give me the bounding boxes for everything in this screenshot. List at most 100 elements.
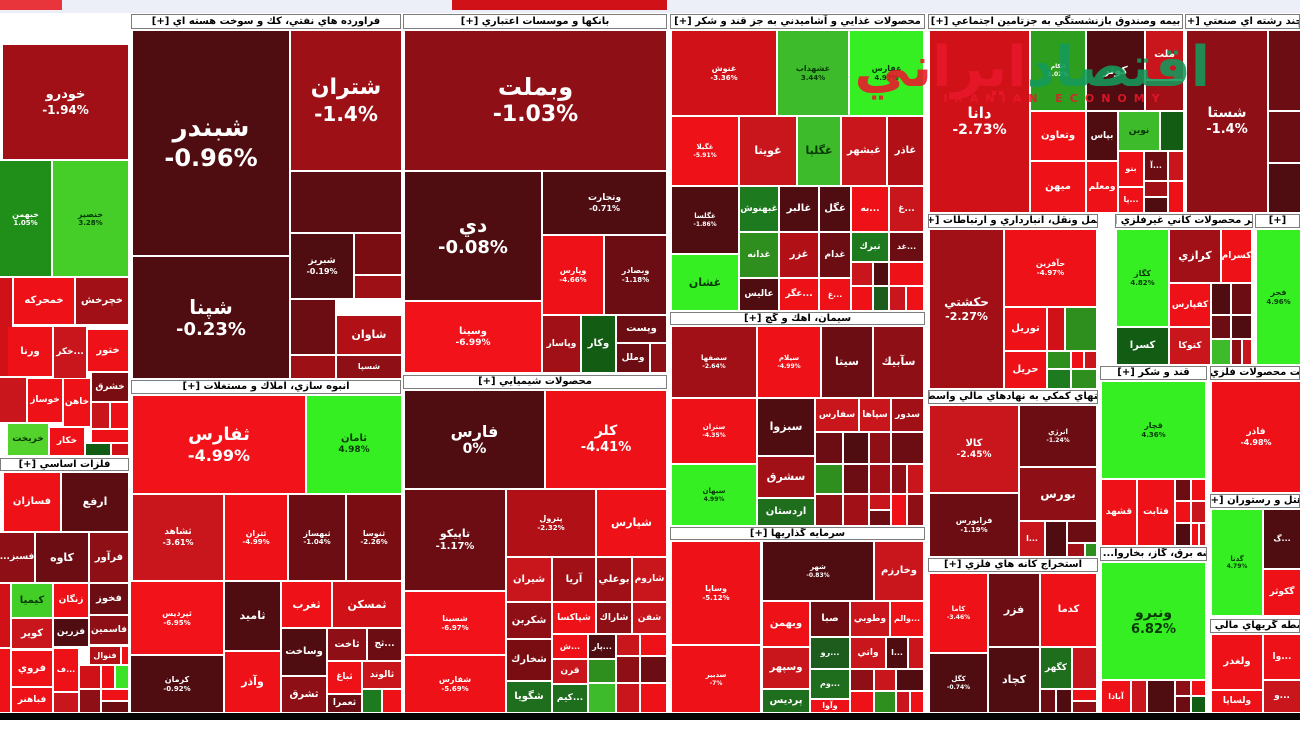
treemap-tile[interactable]: گكوثر — [1264, 570, 1300, 615]
treemap-tile-unlabeled[interactable] — [1073, 690, 1096, 700]
treemap-tile[interactable]: خچرخش — [76, 278, 128, 324]
treemap-tile-unlabeled[interactable] — [909, 638, 923, 668]
treemap-tile[interactable]: پرديس — [763, 690, 809, 712]
treemap-tile[interactable]: وآذر — [225, 652, 280, 712]
sector-header-mining[interactable]: استخراج كانه هاي فلزي [+] — [928, 558, 1098, 572]
treemap-tile[interactable]: ...غ — [890, 187, 923, 231]
treemap-tile[interactable]: گدنا 4.79% — [1212, 510, 1262, 615]
treemap-tile-unlabeled[interactable] — [116, 666, 128, 688]
treemap-tile-unlabeled[interactable] — [907, 287, 923, 310]
treemap-tile[interactable]: انرژي -1.24% — [1020, 406, 1096, 466]
sector-header-fin-aux[interactable]: فعاليتهاي كمكي به نهادهاي مالي واسط [+] — [928, 390, 1098, 404]
treemap-tile[interactable]: ولغدر — [1212, 635, 1262, 689]
treemap-tile[interactable]: ثپرديس -6.95% — [131, 582, 223, 654]
treemap-tile[interactable]: فارس 0% — [405, 391, 544, 488]
treemap-tile-unlabeled[interactable] — [908, 465, 923, 493]
treemap-tile-unlabeled[interactable] — [1057, 690, 1071, 712]
treemap-tile[interactable]: پترول -2.32% — [507, 490, 595, 556]
treemap-tile[interactable]: خشرق — [92, 373, 128, 401]
treemap-tile[interactable]: ...غ — [820, 279, 850, 310]
treemap-tile[interactable]: عاليس — [740, 279, 778, 310]
treemap-tile-unlabeled[interactable] — [1192, 480, 1205, 500]
treemap-tile[interactable]: شستا -1.4% — [1187, 31, 1267, 212]
treemap-tile[interactable]: ...پار — [589, 635, 615, 658]
treemap-tile[interactable]: بپاس — [1087, 112, 1117, 160]
treemap-tile-unlabeled[interactable] — [0, 649, 10, 712]
treemap-tile[interactable]: سدور — [892, 399, 923, 431]
treemap-tile-unlabeled[interactable] — [1169, 182, 1183, 212]
treemap-tile-unlabeled[interactable] — [852, 263, 872, 285]
treemap-tile[interactable]: قچار 4.36% — [1102, 382, 1205, 478]
treemap-tile[interactable]: شپنا -0.23% — [133, 257, 289, 378]
treemap-tile[interactable]: شكربن — [507, 603, 551, 638]
treemap-tile-unlabeled[interactable] — [355, 234, 401, 274]
treemap-tile[interactable]: شاوان — [337, 316, 401, 354]
treemap-tile-unlabeled[interactable] — [874, 263, 888, 285]
treemap-tile-unlabeled[interactable] — [875, 670, 895, 690]
treemap-tile[interactable]: وبملت -1.03% — [405, 31, 666, 170]
sector-header-chemicals[interactable]: محصولات شيميايي [+] — [403, 375, 667, 389]
treemap-tile-unlabeled[interactable] — [112, 444, 128, 455]
treemap-tile[interactable]: ولساپا — [1212, 691, 1262, 712]
treemap-tile[interactable]: كتوكا — [1170, 328, 1210, 364]
treemap-tile[interactable]: ...وم — [811, 670, 849, 698]
treemap-tile[interactable]: سدبير -7% — [672, 646, 760, 712]
treemap-tile-unlabeled[interactable] — [844, 495, 868, 525]
treemap-tile[interactable]: سشرق — [758, 457, 814, 497]
treemap-tile-unlabeled[interactable] — [890, 263, 923, 285]
treemap-tile-unlabeled[interactable] — [897, 692, 909, 712]
treemap-tile[interactable]: ...آ — [1145, 152, 1167, 180]
treemap-tile-unlabeled[interactable] — [1161, 112, 1183, 150]
treemap-tile-unlabeled[interactable] — [641, 684, 666, 712]
treemap-tile[interactable]: وساپا -5.12% — [672, 542, 760, 644]
treemap-tile-unlabeled[interactable] — [1085, 352, 1096, 368]
treemap-tile[interactable]: خبهمن 1.05% — [0, 161, 51, 276]
treemap-tile[interactable]: ثشاهد -3.61% — [133, 495, 223, 580]
treemap-tile[interactable]: كلر -4.41% — [546, 391, 666, 488]
treemap-tile[interactable]: غشان — [672, 255, 738, 310]
treemap-tile-unlabeled[interactable] — [1046, 522, 1066, 556]
sector-header-cement[interactable]: سيمان، آهك و گچ [+] — [670, 312, 925, 325]
treemap-tile[interactable]: ...غد — [890, 233, 923, 261]
treemap-tile-unlabeled[interactable] — [1212, 340, 1230, 364]
treemap-tile[interactable]: شيران — [507, 558, 551, 601]
treemap-tile[interactable]: حآفرين -4.97% — [1005, 230, 1096, 306]
treemap-tile-unlabeled[interactable] — [1232, 316, 1251, 338]
sector-header-electricity[interactable]: عرضه برق، گاز، بخاروآ... [+] — [1100, 547, 1207, 561]
treemap-tile-unlabeled[interactable] — [1068, 522, 1096, 542]
treemap-tile-unlabeled[interactable] — [80, 690, 100, 712]
treemap-tile-unlabeled[interactable] — [1243, 340, 1251, 364]
treemap-tile[interactable]: غدانه — [740, 233, 778, 277]
treemap-tile[interactable]: ثباغ — [328, 662, 361, 693]
treemap-tile-unlabeled[interactable] — [80, 666, 100, 688]
treemap-tile-unlabeled[interactable] — [1200, 524, 1205, 545]
sector-header-sugar[interactable]: قند و شكر [+] — [1100, 366, 1207, 380]
treemap-tile-unlabeled[interactable] — [1176, 480, 1190, 500]
treemap-tile[interactable]: ثبهساز -1.04% — [289, 495, 345, 580]
treemap-tile[interactable]: ...والم — [891, 602, 923, 636]
treemap-tile-unlabeled[interactable] — [641, 657, 666, 682]
treemap-tile-unlabeled[interactable] — [1269, 112, 1300, 162]
treemap-tile-unlabeled[interactable] — [0, 584, 10, 647]
treemap-tile-unlabeled[interactable] — [870, 433, 890, 463]
treemap-tile-unlabeled[interactable] — [291, 300, 335, 354]
treemap-tile[interactable]: غاذر — [888, 117, 923, 185]
treemap-tile[interactable]: ...خكر — [54, 327, 86, 378]
sector-header-transport[interactable]: حمل ونقل، انبارداري و ارتباطات [+] — [928, 214, 1098, 228]
treemap-tile[interactable]: تبرك — [852, 233, 888, 261]
treemap-tile[interactable]: شبريز -0.19% — [291, 234, 353, 298]
treemap-tile-unlabeled[interactable] — [589, 660, 615, 682]
treemap-tile[interactable]: توريل — [1005, 308, 1046, 350]
treemap-tile-unlabeled[interactable] — [111, 403, 128, 428]
treemap-tile-unlabeled[interactable] — [1148, 681, 1174, 712]
treemap-tile-unlabeled[interactable] — [54, 693, 78, 712]
treemap-tile[interactable]: وتجارت -0.71% — [543, 172, 666, 234]
treemap-tile[interactable]: ستران -4.35% — [672, 399, 756, 463]
treemap-tile[interactable]: كگل -0.74% — [930, 654, 987, 712]
treemap-tile-unlabeled[interactable] — [363, 690, 381, 712]
treemap-tile[interactable]: سبزوا — [758, 399, 814, 455]
treemap-tile[interactable]: وملل — [617, 344, 649, 372]
sector-header-multi-industry[interactable]: چند رشته اي صنعتي [+] — [1185, 14, 1300, 29]
treemap-tile[interactable]: وخارزم — [875, 542, 923, 600]
treemap-tile-unlabeled[interactable] — [355, 276, 401, 298]
